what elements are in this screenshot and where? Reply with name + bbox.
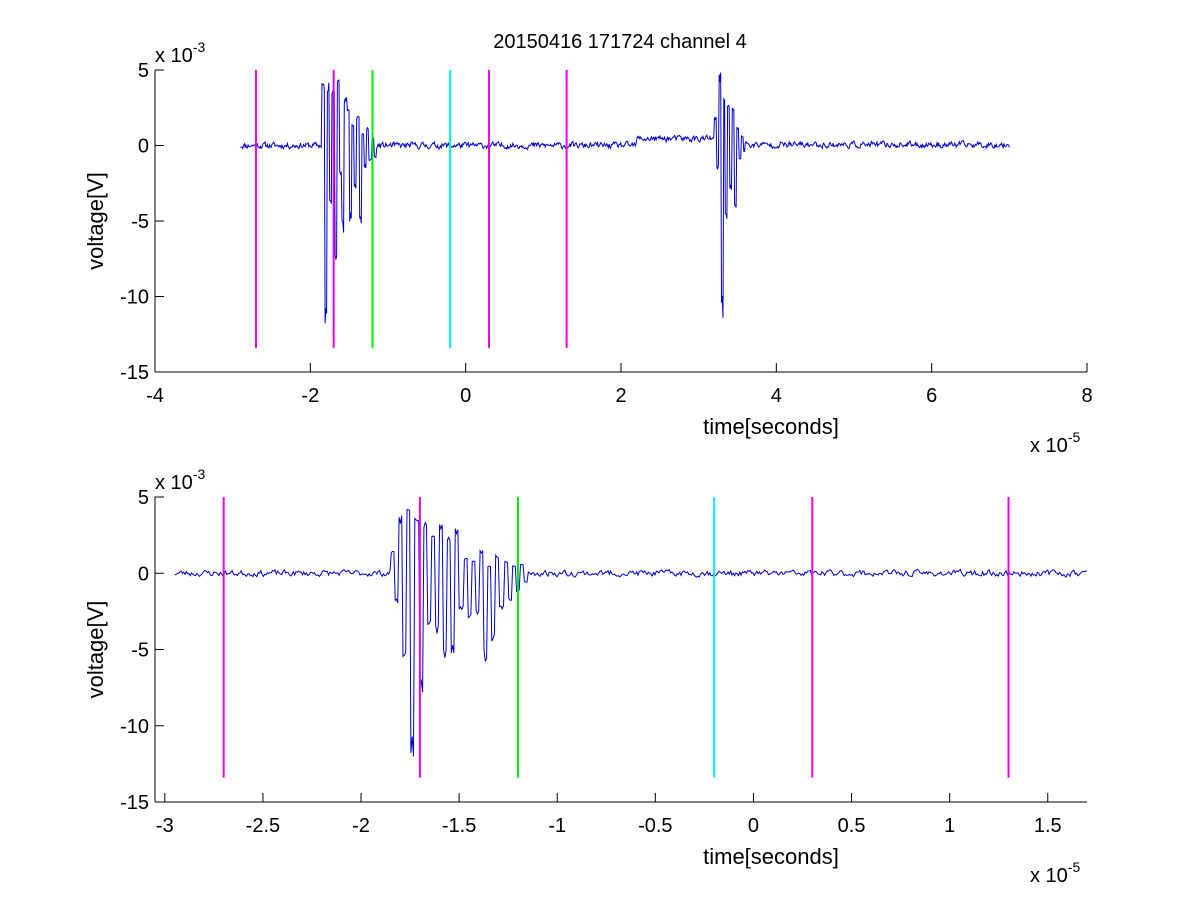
plot1-x-tick-label: -2	[352, 815, 370, 837]
plot0-x-multiplier-base: x 10	[1030, 435, 1068, 457]
plot1-x-tick-label: -2.5	[246, 815, 280, 837]
plot0-x-tick-label: 6	[926, 385, 937, 407]
plot0-x-tick-label: 2	[615, 385, 626, 407]
plot0-x-multiplier-exp: -5	[1068, 429, 1081, 445]
plot1-x-tick-label: -0.5	[638, 815, 672, 837]
plot1-y-multiplier-base: x 10	[155, 472, 193, 494]
plot1-y-tick-label: 0	[138, 563, 149, 585]
plot1-x-multiplier-exp: -5	[1068, 859, 1081, 875]
plot1-x-tick-label: 0.5	[838, 815, 866, 837]
plot0-y-tick-label: -15	[120, 362, 149, 384]
plot1-y-tick-label: -15	[120, 792, 149, 814]
plot0-x-tick-label: 0	[460, 385, 471, 407]
plot1-y-tick-label: 5	[138, 487, 149, 509]
plot0-x-axis-label: time[seconds]	[703, 414, 839, 439]
plot0-x-tick-label: 4	[771, 385, 782, 407]
plot0-y-multiplier-exp: -3	[193, 39, 206, 55]
plot1-y-axis-label: voltage[V]	[83, 601, 108, 699]
plot1-y-multiplier: x 10-3	[155, 466, 205, 494]
bottom-plot: -3 -2.5 -2 -1.5 -1 -0.5 0 0.5 1 1.5 -15 -10 -5 0 5 time…	[83, 466, 1087, 887]
plot1-x-multiplier-base: x 10	[1030, 865, 1068, 887]
plot0-y-multiplier: x 10-3	[155, 39, 205, 67]
plot1-x-multiplier: x 10-5	[1030, 859, 1080, 887]
plot0-x-tick-label: 8	[1081, 385, 1092, 407]
plot1-x-axis-label: time[seconds]	[703, 844, 839, 869]
plot1-x-tick-label: -3	[156, 815, 174, 837]
plot1-x-tick-label: 1.5	[1034, 815, 1062, 837]
plot0-y-tick-label: -10	[120, 287, 149, 309]
plot0-x-tick-label: -2	[301, 385, 319, 407]
plot1-y-tick-label: -10	[120, 716, 149, 738]
plot1-y-multiplier-exp: -3	[193, 466, 206, 482]
plot0-y-multiplier-base: x 10	[155, 45, 193, 67]
plot0-y-tick-label: 5	[138, 60, 149, 82]
plot0-y-tick-label: -5	[131, 211, 149, 233]
plot0-y-axis-label: voltage[V]	[83, 172, 108, 270]
plot1-y-tick-label: -5	[131, 640, 149, 662]
plot1-x-tick-label: -1	[548, 815, 566, 837]
top-plot: -4 -2 0 2 4 6 8 -15 -10 -5 0 5 time[seconds] voltage[…	[83, 39, 1093, 457]
figure-title: 20150416 171724 channel 4	[493, 31, 747, 53]
plot0-x-multiplier: x 10-5	[1030, 429, 1080, 457]
plot1-x-tick-label: 0	[748, 815, 759, 837]
plot1-x-tick-label: 1	[944, 815, 955, 837]
plot1-x-tick-label: -1.5	[442, 815, 476, 837]
plot1-signal-line	[174, 509, 1087, 757]
plot0-x-tick-label: -4	[146, 385, 164, 407]
plot0-signal-line	[240, 72, 1010, 324]
plot0-y-tick-label: 0	[138, 136, 149, 158]
